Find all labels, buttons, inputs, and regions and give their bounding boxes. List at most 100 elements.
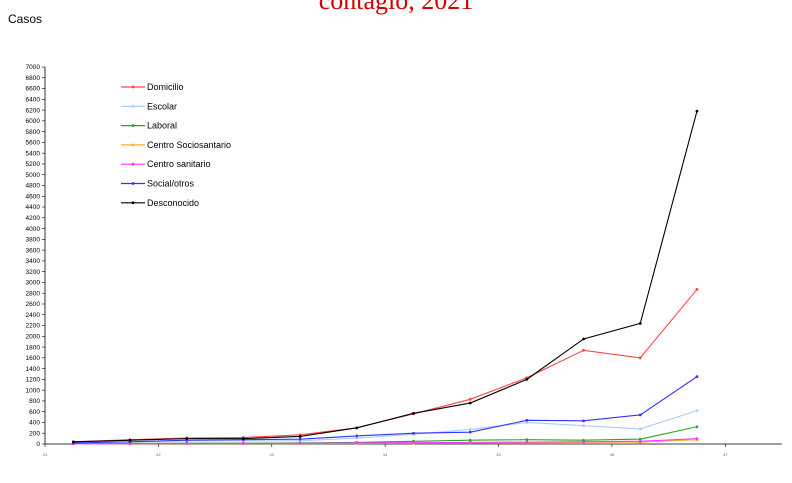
data-point	[298, 437, 302, 441]
y-tick-label: 6600	[26, 86, 41, 93]
y-tick-label: 2600	[26, 301, 41, 308]
y-tick-label: 2000	[26, 333, 41, 340]
data-point	[695, 109, 699, 113]
y-tick-label: 4800	[26, 183, 41, 190]
series-desconocido	[71, 109, 699, 444]
y-tick-label: 2200	[26, 323, 41, 330]
y-tick-label: 1400	[26, 366, 41, 373]
y-tick-label: 4000	[26, 226, 41, 233]
y-tick-label: 5200	[26, 161, 41, 168]
legend-marker	[131, 182, 135, 185]
data-point	[638, 437, 642, 441]
legend-label: Escolar	[147, 101, 177, 111]
data-point	[185, 442, 189, 445]
chart-title: contagio, 2021	[318, 0, 474, 15]
data-point	[638, 427, 642, 431]
y-tick-label: 3200	[26, 269, 41, 276]
data-point	[695, 375, 699, 379]
x-tick-label: 42	[156, 452, 161, 457]
legend-item: Centro sanitario	[121, 159, 211, 169]
data-point	[71, 440, 75, 444]
series-line	[73, 410, 698, 444]
data-point	[695, 437, 699, 441]
series-line	[73, 376, 698, 444]
x-tick-label: 47	[723, 452, 728, 457]
data-point	[525, 440, 529, 444]
y-tick-label: 3400	[26, 258, 41, 265]
y-tick-label: 400	[29, 420, 40, 427]
legend-item: Escolar	[121, 101, 177, 111]
data-point	[242, 437, 245, 441]
chart-axes: 0 200 400 600 800 1000 1200 1400 1600 1800 2000 220…	[26, 64, 782, 457]
x-tick-label: 43	[270, 452, 275, 457]
y-tick-label: 3800	[26, 237, 41, 244]
y-tick-label: 200	[29, 430, 40, 437]
series-line	[73, 438, 697, 445]
y-tick-label: 1600	[26, 355, 41, 362]
legend-item: Domicilio	[121, 82, 184, 92]
x-tick-label: 44	[383, 452, 388, 457]
series-domicilio	[71, 288, 699, 444]
data-point	[582, 337, 585, 341]
legend-item: Laboral	[121, 121, 177, 131]
legend-item: Centro Sociosantario	[121, 140, 231, 150]
legend-marker	[131, 104, 135, 108]
chart-series	[71, 109, 699, 446]
data-point	[638, 356, 642, 360]
data-point	[468, 440, 472, 444]
data-point	[638, 439, 642, 443]
y-tick-label: 600	[29, 409, 40, 416]
data-point	[185, 437, 189, 441]
data-point	[695, 425, 699, 429]
data-point	[298, 441, 302, 445]
x-tick-label: 45	[496, 452, 501, 457]
data-point	[582, 419, 585, 423]
data-point	[355, 441, 359, 445]
y-tick-label: 6400	[26, 97, 41, 104]
y-axis-label: Casos	[8, 12, 43, 26]
y-tick-label: 5000	[26, 172, 41, 179]
y-tick-label: 7000	[26, 64, 41, 71]
data-point	[412, 431, 415, 435]
series-line	[73, 111, 698, 443]
y-tick-label: 800	[29, 398, 40, 405]
data-point	[695, 288, 699, 291]
data-point	[582, 348, 585, 352]
y-tick-label: 2400	[26, 312, 41, 319]
legend-marker	[131, 201, 135, 205]
y-tick-label: 4200	[26, 215, 41, 222]
y-tick-label: 0	[36, 441, 40, 448]
data-point	[638, 413, 642, 417]
legend-marker	[131, 85, 135, 89]
legend-marker	[131, 162, 135, 166]
legend-marker	[131, 124, 135, 127]
data-point	[468, 438, 472, 442]
legend-label: Centro sanitario	[147, 159, 211, 169]
data-point	[468, 428, 472, 431]
data-point	[582, 424, 585, 428]
data-point	[695, 409, 699, 413]
y-tick-label: 5400	[26, 150, 41, 157]
y-tick-label: 4600	[26, 193, 41, 200]
data-point	[242, 442, 245, 445]
y-tick-label: 2800	[26, 290, 41, 297]
data-point	[355, 434, 359, 438]
legend-label: Desconocido	[147, 198, 199, 208]
x-tick-label: 41	[43, 452, 48, 457]
y-tick-label: 6800	[26, 75, 41, 82]
series-social-otros	[71, 375, 699, 445]
data-point	[355, 426, 359, 430]
legend-label: Centro Sociosantario	[147, 140, 231, 150]
data-point	[128, 438, 132, 442]
legend-item: Desconocido	[121, 198, 199, 208]
legend-label: Laboral	[147, 121, 177, 131]
y-tick-label: 1000	[26, 387, 41, 394]
y-tick-label: 4400	[26, 204, 41, 211]
data-point	[525, 421, 529, 424]
data-point	[298, 435, 302, 438]
data-point	[468, 397, 472, 401]
data-point	[468, 401, 472, 405]
y-tick-label: 5600	[26, 140, 41, 147]
y-tick-label: 6200	[26, 107, 41, 114]
